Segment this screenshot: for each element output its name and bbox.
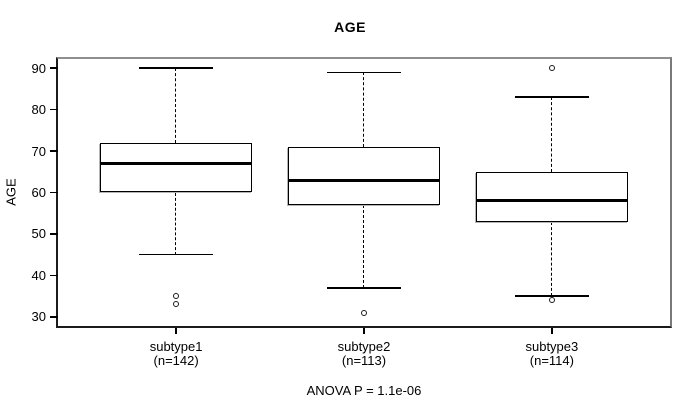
y-tick-label: 50 xyxy=(31,226,46,242)
whisker-cap-high xyxy=(514,96,589,98)
whisker-cap-low xyxy=(514,295,589,297)
y-tick-label: 40 xyxy=(31,267,46,283)
median-line xyxy=(475,199,628,203)
y-tick xyxy=(50,150,58,152)
whisker-lower xyxy=(551,221,553,297)
x-tick xyxy=(175,328,177,334)
outlier-point xyxy=(361,309,367,316)
y-tick-label: 80 xyxy=(31,102,46,118)
whisker-lower xyxy=(175,192,177,255)
group-name: subtype1 xyxy=(149,339,203,354)
group-label: subtype1 (n=142) xyxy=(106,340,246,368)
group-n: (n=113) xyxy=(341,353,387,368)
iqr-box xyxy=(288,146,440,205)
y-tick xyxy=(50,274,58,277)
y-tick xyxy=(50,316,58,318)
chart-title: AGE xyxy=(334,19,366,35)
group-n: (n=114) xyxy=(529,353,574,368)
group-name: subtype3 xyxy=(525,339,579,354)
outlier-point xyxy=(548,65,555,72)
group-n: (n=142) xyxy=(153,353,199,368)
iqr-box xyxy=(475,171,628,222)
outlier-point xyxy=(173,293,180,300)
anova-caption: ANOVA P = 1.1e-06 xyxy=(306,383,422,398)
y-tick-label: 30 xyxy=(31,309,46,325)
whisker-cap-low xyxy=(327,287,401,289)
y-tick-label: 90 xyxy=(31,60,46,76)
y-tick-label: 70 xyxy=(31,143,46,159)
group-label: subtype3 (n=114) xyxy=(482,340,622,368)
whisker-upper xyxy=(551,97,553,172)
y-tick xyxy=(50,191,58,194)
median-line xyxy=(100,161,253,165)
x-tick xyxy=(363,328,365,334)
whisker-upper xyxy=(363,72,365,147)
outlier-point xyxy=(173,301,180,308)
iqr-box xyxy=(100,142,253,193)
median-line xyxy=(288,178,440,182)
group-name: subtype2 xyxy=(337,339,391,354)
whisker-lower xyxy=(363,204,365,288)
whisker-upper xyxy=(175,68,177,143)
y-tick xyxy=(50,108,58,111)
x-tick xyxy=(551,328,553,334)
outlier-point xyxy=(548,297,555,304)
whisker-cap-high xyxy=(327,71,401,74)
y-tick xyxy=(50,67,58,69)
whisker-cap-high xyxy=(139,67,214,69)
y-tick-label: 60 xyxy=(31,185,46,200)
whisker-cap-low xyxy=(139,253,214,256)
group-label: subtype2 (n=113) xyxy=(294,340,434,368)
y-tick xyxy=(50,233,58,235)
